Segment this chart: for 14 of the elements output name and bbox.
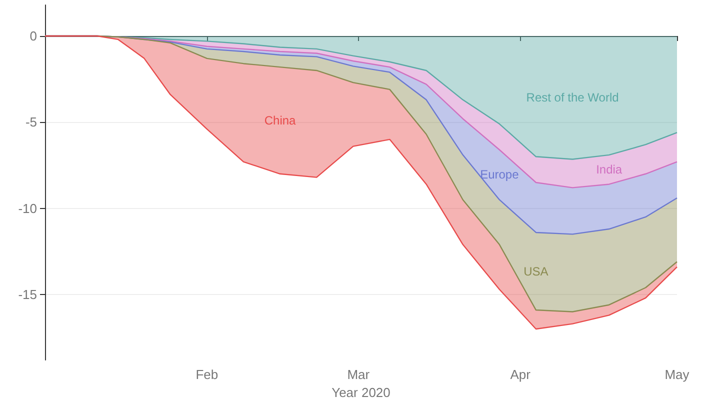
x-tick-label: Apr xyxy=(510,367,532,382)
y-tick-label: -5 xyxy=(25,114,37,130)
y-tick-label: -10 xyxy=(18,200,37,216)
series-label: China xyxy=(264,113,296,128)
series-label: USA xyxy=(524,264,548,278)
x-tick-label: May xyxy=(664,367,690,382)
x-tick-label: Feb xyxy=(196,367,218,382)
x-tick-label: Mar xyxy=(347,367,370,382)
y-tick-label: -15 xyxy=(18,287,37,302)
y-tick-label: 0 xyxy=(30,28,37,44)
series-label: Europe xyxy=(480,168,520,182)
x-axis-title: Year 2020 xyxy=(332,384,390,400)
series-label: India xyxy=(596,162,622,177)
series-label: Rest of the World xyxy=(526,90,619,105)
